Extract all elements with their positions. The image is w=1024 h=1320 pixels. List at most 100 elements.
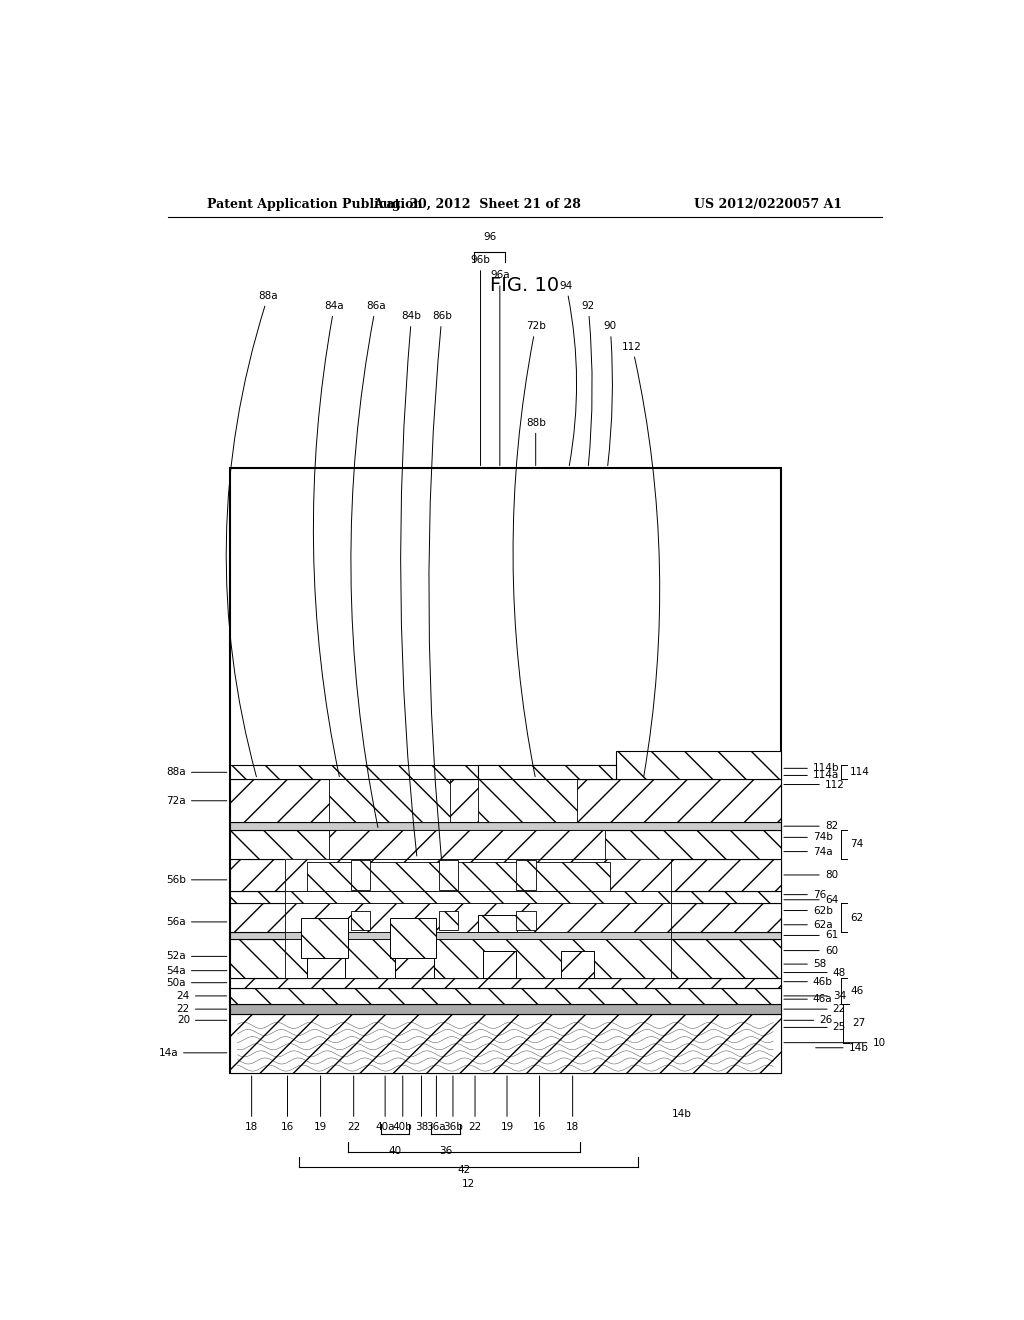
Bar [229,779,781,822]
Text: 50a: 50a [167,978,226,987]
Text: 114: 114 [850,767,870,777]
Text: 14b: 14b [672,1109,692,1119]
Text: 74: 74 [850,840,863,850]
Bar [229,1005,781,1014]
Bar [351,861,371,890]
Text: 14a: 14a [159,1048,226,1057]
Bar [285,939,671,978]
Bar [478,766,615,779]
Text: 19: 19 [314,1076,328,1133]
Text: 22: 22 [784,1005,846,1014]
Text: 62: 62 [850,912,863,923]
Text: 114a: 114a [784,771,839,780]
Text: 24: 24 [177,991,226,1001]
Text: 84b: 84b [400,312,422,855]
Bar [285,859,671,978]
Text: 38: 38 [415,1076,428,1133]
Bar [329,830,604,859]
Text: 56a: 56a [166,917,226,927]
Text: 54a: 54a [166,966,226,975]
Bar [389,917,436,958]
Text: 16: 16 [532,1076,546,1133]
Bar [301,917,347,958]
Bar [229,939,781,978]
Bar [229,978,781,987]
Bar [229,1014,781,1073]
Bar [229,830,781,859]
Text: 96a: 96a [490,271,510,466]
Bar [285,859,671,891]
Text: 80: 80 [784,870,838,880]
Bar [229,891,781,903]
Text: 86a: 86a [351,301,386,828]
Text: 88a: 88a [226,290,278,776]
Text: 58: 58 [784,960,826,969]
Text: 18: 18 [245,1076,258,1133]
Text: 96: 96 [483,232,497,242]
Text: 114b: 114b [784,763,840,774]
Bar [478,779,578,822]
Text: 112: 112 [623,342,659,776]
Text: US 2012/0220057 A1: US 2012/0220057 A1 [694,198,842,211]
Text: 72a: 72a [166,796,226,805]
Bar [478,915,517,932]
Text: FIG. 10: FIG. 10 [490,276,559,294]
Bar [560,950,594,978]
Bar [439,861,459,890]
Bar [307,862,610,891]
Text: 76: 76 [784,890,826,900]
Text: 74b: 74b [784,833,833,842]
Text: 46: 46 [850,986,863,995]
Text: 20: 20 [177,1015,226,1026]
Text: Patent Application Publication: Patent Application Publication [207,198,423,211]
Text: 52a: 52a [166,952,226,961]
Text: 36b: 36b [443,1076,463,1133]
Text: Aug. 30, 2012  Sheet 21 of 28: Aug. 30, 2012 Sheet 21 of 28 [373,198,582,211]
Text: 88a: 88a [166,767,226,777]
Bar [229,903,781,932]
Text: 40b: 40b [393,1076,413,1133]
Bar [285,932,671,939]
Bar [351,911,371,931]
Text: 34: 34 [784,991,846,1001]
Bar [229,822,781,830]
Text: 60: 60 [784,945,838,956]
Text: 27: 27 [853,1018,866,1028]
Text: 10: 10 [784,1038,886,1048]
Bar [329,779,451,822]
Text: 84a: 84a [313,301,344,776]
Bar [516,911,536,931]
Text: 46b: 46b [784,977,833,986]
Text: 90: 90 [603,321,616,466]
Text: 42: 42 [458,1164,471,1175]
Text: 40a: 40a [376,1076,395,1133]
Text: 82: 82 [784,821,838,832]
Text: 25: 25 [784,1023,846,1032]
Text: 46a: 46a [784,994,833,1005]
Text: 14b: 14b [816,1043,868,1053]
Text: 36: 36 [439,1146,453,1156]
Bar [229,469,781,1073]
Text: 36a: 36a [427,1076,446,1133]
Text: 62b: 62b [784,906,833,916]
Text: 92: 92 [582,301,595,466]
Text: 88b: 88b [525,417,546,466]
Bar [285,891,671,903]
Text: 26: 26 [784,1015,833,1026]
Text: 40: 40 [388,1146,401,1156]
Text: 61: 61 [784,931,838,940]
Text: 62a: 62a [784,920,833,929]
Bar [229,766,615,779]
Bar [395,950,433,978]
Bar [516,861,536,890]
Bar [307,950,345,978]
Text: 86b: 86b [429,312,452,888]
Text: 74a: 74a [784,846,833,857]
Bar [483,950,516,978]
Text: 19: 19 [501,1076,514,1133]
Text: 16: 16 [281,1076,294,1133]
Bar [229,859,781,891]
Text: 22: 22 [468,1076,481,1133]
Bar [229,932,781,939]
Bar [439,911,459,931]
